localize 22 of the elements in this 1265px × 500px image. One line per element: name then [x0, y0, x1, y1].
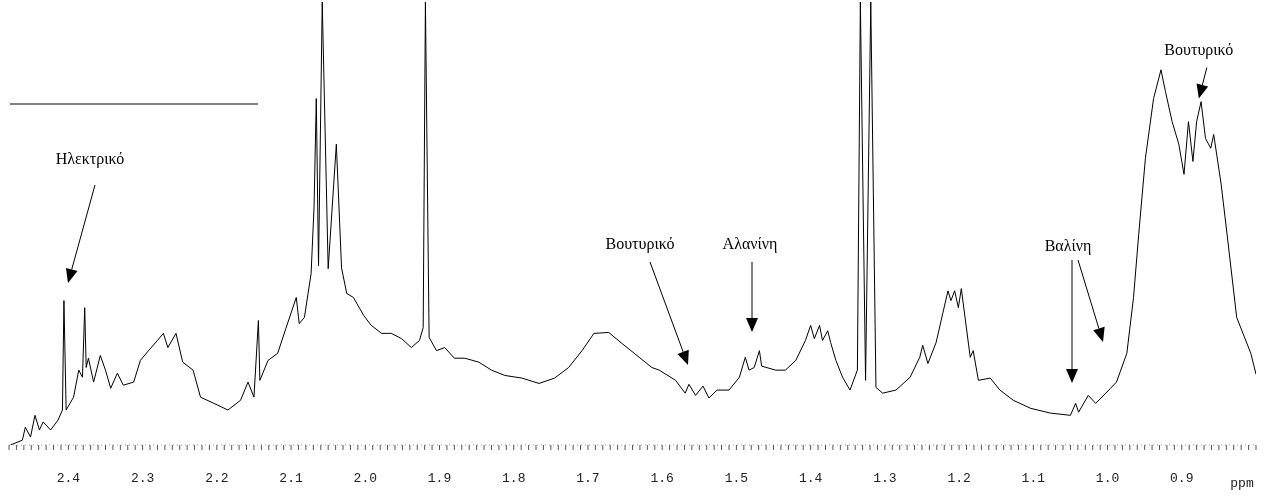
- x-tick-label: 1.6: [650, 471, 674, 486]
- x-tick-label: 1.8: [502, 471, 526, 486]
- x-tick-label: 2.3: [130, 471, 155, 486]
- annotation: Βαλίνη: [1044, 236, 1092, 255]
- x-tick-label: 2.0: [353, 471, 377, 486]
- x-tick-label: 0.9: [1170, 471, 1194, 486]
- x-tick-label: 1.9: [427, 471, 452, 486]
- annotation: Βουτυρικό: [605, 234, 675, 253]
- annotation: Αλανίνη: [722, 234, 778, 253]
- x-tick-label: 2.2: [205, 471, 229, 486]
- annotation: Ηλεκτρικό: [55, 149, 125, 168]
- annotation: Βουτυρικό: [1164, 41, 1234, 60]
- x-tick-label: 1.1: [1021, 471, 1046, 486]
- x-tick-label: 2.4: [56, 471, 81, 486]
- x-axis-title: ppm: [1230, 476, 1254, 491]
- x-tick-label: 1.2: [947, 471, 971, 486]
- x-tick-label: 1.0: [1095, 471, 1120, 486]
- x-tick-label: 1.7: [576, 471, 600, 486]
- x-tick-label: 1.3: [873, 471, 897, 486]
- x-tick-label: 2.1: [279, 471, 303, 486]
- x-tick-label: 1.4: [798, 471, 823, 486]
- x-tick-label: 1.5: [724, 471, 749, 486]
